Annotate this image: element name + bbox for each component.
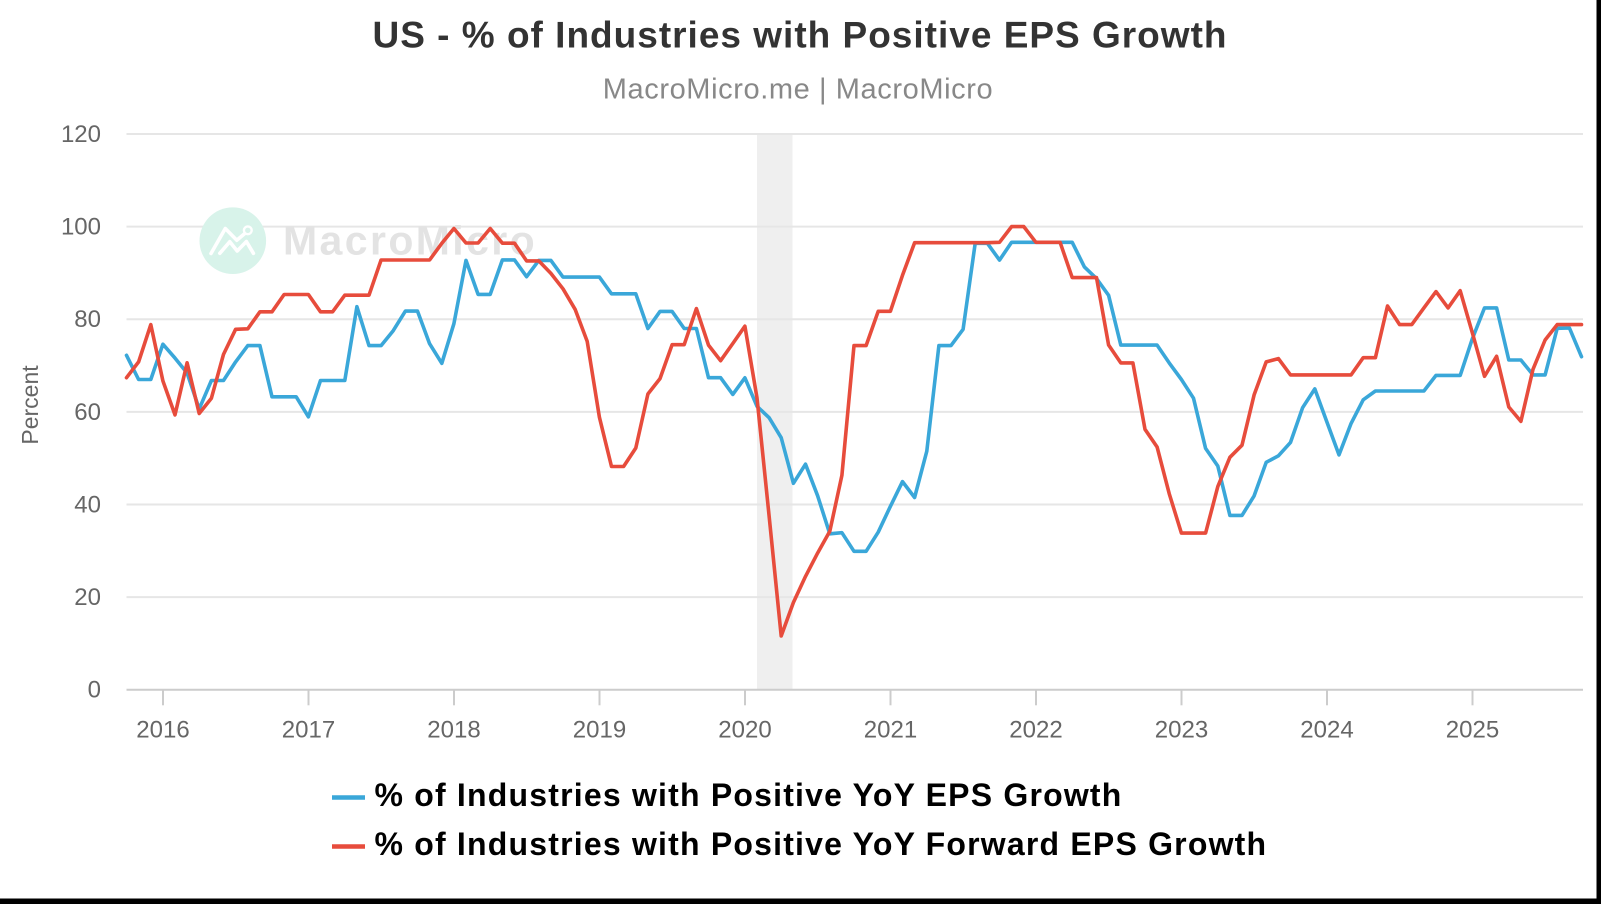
svg-text:2021: 2021 [864,717,917,744]
svg-text:2025: 2025 [1446,717,1499,744]
svg-text:80: 80 [74,306,101,333]
svg-text:2020: 2020 [718,717,771,744]
svg-text:US - % of Industries with Posi: US - % of Industries with Positive EPS G… [373,15,1228,56]
svg-text:100: 100 [61,214,101,241]
svg-text:2022: 2022 [1009,717,1062,744]
svg-text:40: 40 [74,492,101,519]
svg-text:2024: 2024 [1300,717,1353,744]
svg-text:% of Industries with Positive: % of Industries with Positive YoY Forwar… [375,826,1268,862]
svg-text:MacroMicro.me | MacroMicro: MacroMicro.me | MacroMicro [603,74,994,106]
svg-text:2016: 2016 [136,717,189,744]
svg-text:% of Industries with Positive: % of Industries with Positive YoY EPS Gr… [375,777,1123,813]
svg-text:20: 20 [74,584,101,611]
svg-text:120: 120 [61,121,101,148]
svg-text:2017: 2017 [282,717,335,744]
svg-text:2019: 2019 [573,717,626,744]
svg-text:2018: 2018 [427,717,480,744]
svg-text:0: 0 [88,677,101,704]
svg-text:Percent: Percent [17,365,43,445]
svg-text:60: 60 [74,399,101,426]
svg-text:2023: 2023 [1155,717,1208,744]
